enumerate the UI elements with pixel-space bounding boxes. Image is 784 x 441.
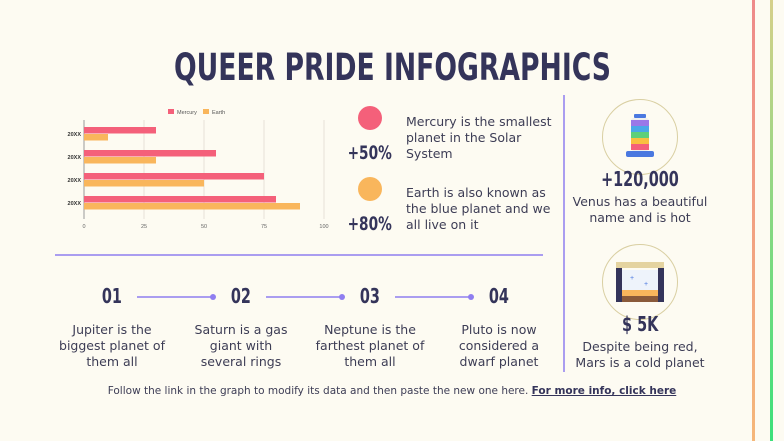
x-tick-label: 100 (319, 224, 328, 230)
bar-mercury (84, 196, 276, 203)
step-number: 03 (359, 284, 381, 308)
bar-mercury (84, 173, 264, 180)
rainbow-drink-icon (602, 99, 678, 175)
legend-swatch (203, 109, 209, 114)
y-tick-label: 20XX (68, 178, 82, 184)
step-text: Saturn is a gas giant with several rings (194, 322, 288, 369)
side-value: $ 5K (621, 312, 659, 336)
stat-dot (358, 106, 382, 130)
step-text: Neptune is the farthest planet of them a… (315, 322, 425, 369)
bar-earth (84, 180, 204, 187)
side-text: Venus has a beautiful name and is hot (572, 194, 708, 225)
footer-text: Follow the link in the graph to modify i… (107, 385, 529, 397)
x-tick-label: 50 (201, 224, 207, 230)
stat-text: Mercury is the smallest planet in the So… (406, 114, 552, 161)
legend-swatch (168, 109, 174, 114)
stat-value: +80% (347, 213, 393, 235)
stage-icon: + + (602, 244, 678, 320)
legend-label: Earth (212, 110, 225, 116)
bar-earth (84, 203, 300, 210)
side-text: Despite being red, Mars is a cold planet (575, 339, 705, 370)
bar-earth (84, 157, 156, 164)
legend-label: Mercury (177, 110, 197, 116)
red-stripe (752, 0, 755, 441)
stat-dot (358, 177, 382, 201)
bar-chart[interactable]: 0 25 50 75 100 20XX 20XX 20XX 20XX Mercury Earth (0, 0, 560, 250)
svg-text:+: + (644, 281, 648, 288)
bar-earth (84, 134, 108, 141)
y-tick-label: 20XX (68, 155, 82, 161)
x-tick-label: 25 (141, 224, 147, 230)
y-tick-label: 20XX (68, 132, 82, 138)
page-title: QUEER PRIDE INFOGRAPHICS (173, 46, 611, 89)
stat-text: Earth is also known as the blue planet a… (406, 185, 551, 232)
timeline-arrows (137, 294, 474, 300)
bar-mercury (84, 127, 156, 134)
green-stripe (770, 0, 773, 441)
svg-text:+: + (630, 275, 634, 282)
step-number: 01 (101, 284, 123, 308)
bar-mercury (84, 150, 216, 157)
step-number: 02 (230, 284, 252, 308)
step-text: Pluto is now considered a dwarf planet (458, 322, 540, 369)
step-text: Jupiter is the biggest planet of them al… (59, 322, 165, 369)
x-tick-label: 75 (261, 224, 267, 230)
x-tick-label: 0 (82, 224, 85, 230)
y-tick-label: 20XX (68, 201, 82, 207)
step-number: 04 (488, 284, 510, 308)
stat-value: +50% (347, 142, 393, 164)
side-value: +120,000 (601, 167, 679, 191)
more-info-link[interactable]: For more info, click here (531, 385, 677, 397)
footer: Follow the link in the graph to modify i… (0, 383, 784, 399)
